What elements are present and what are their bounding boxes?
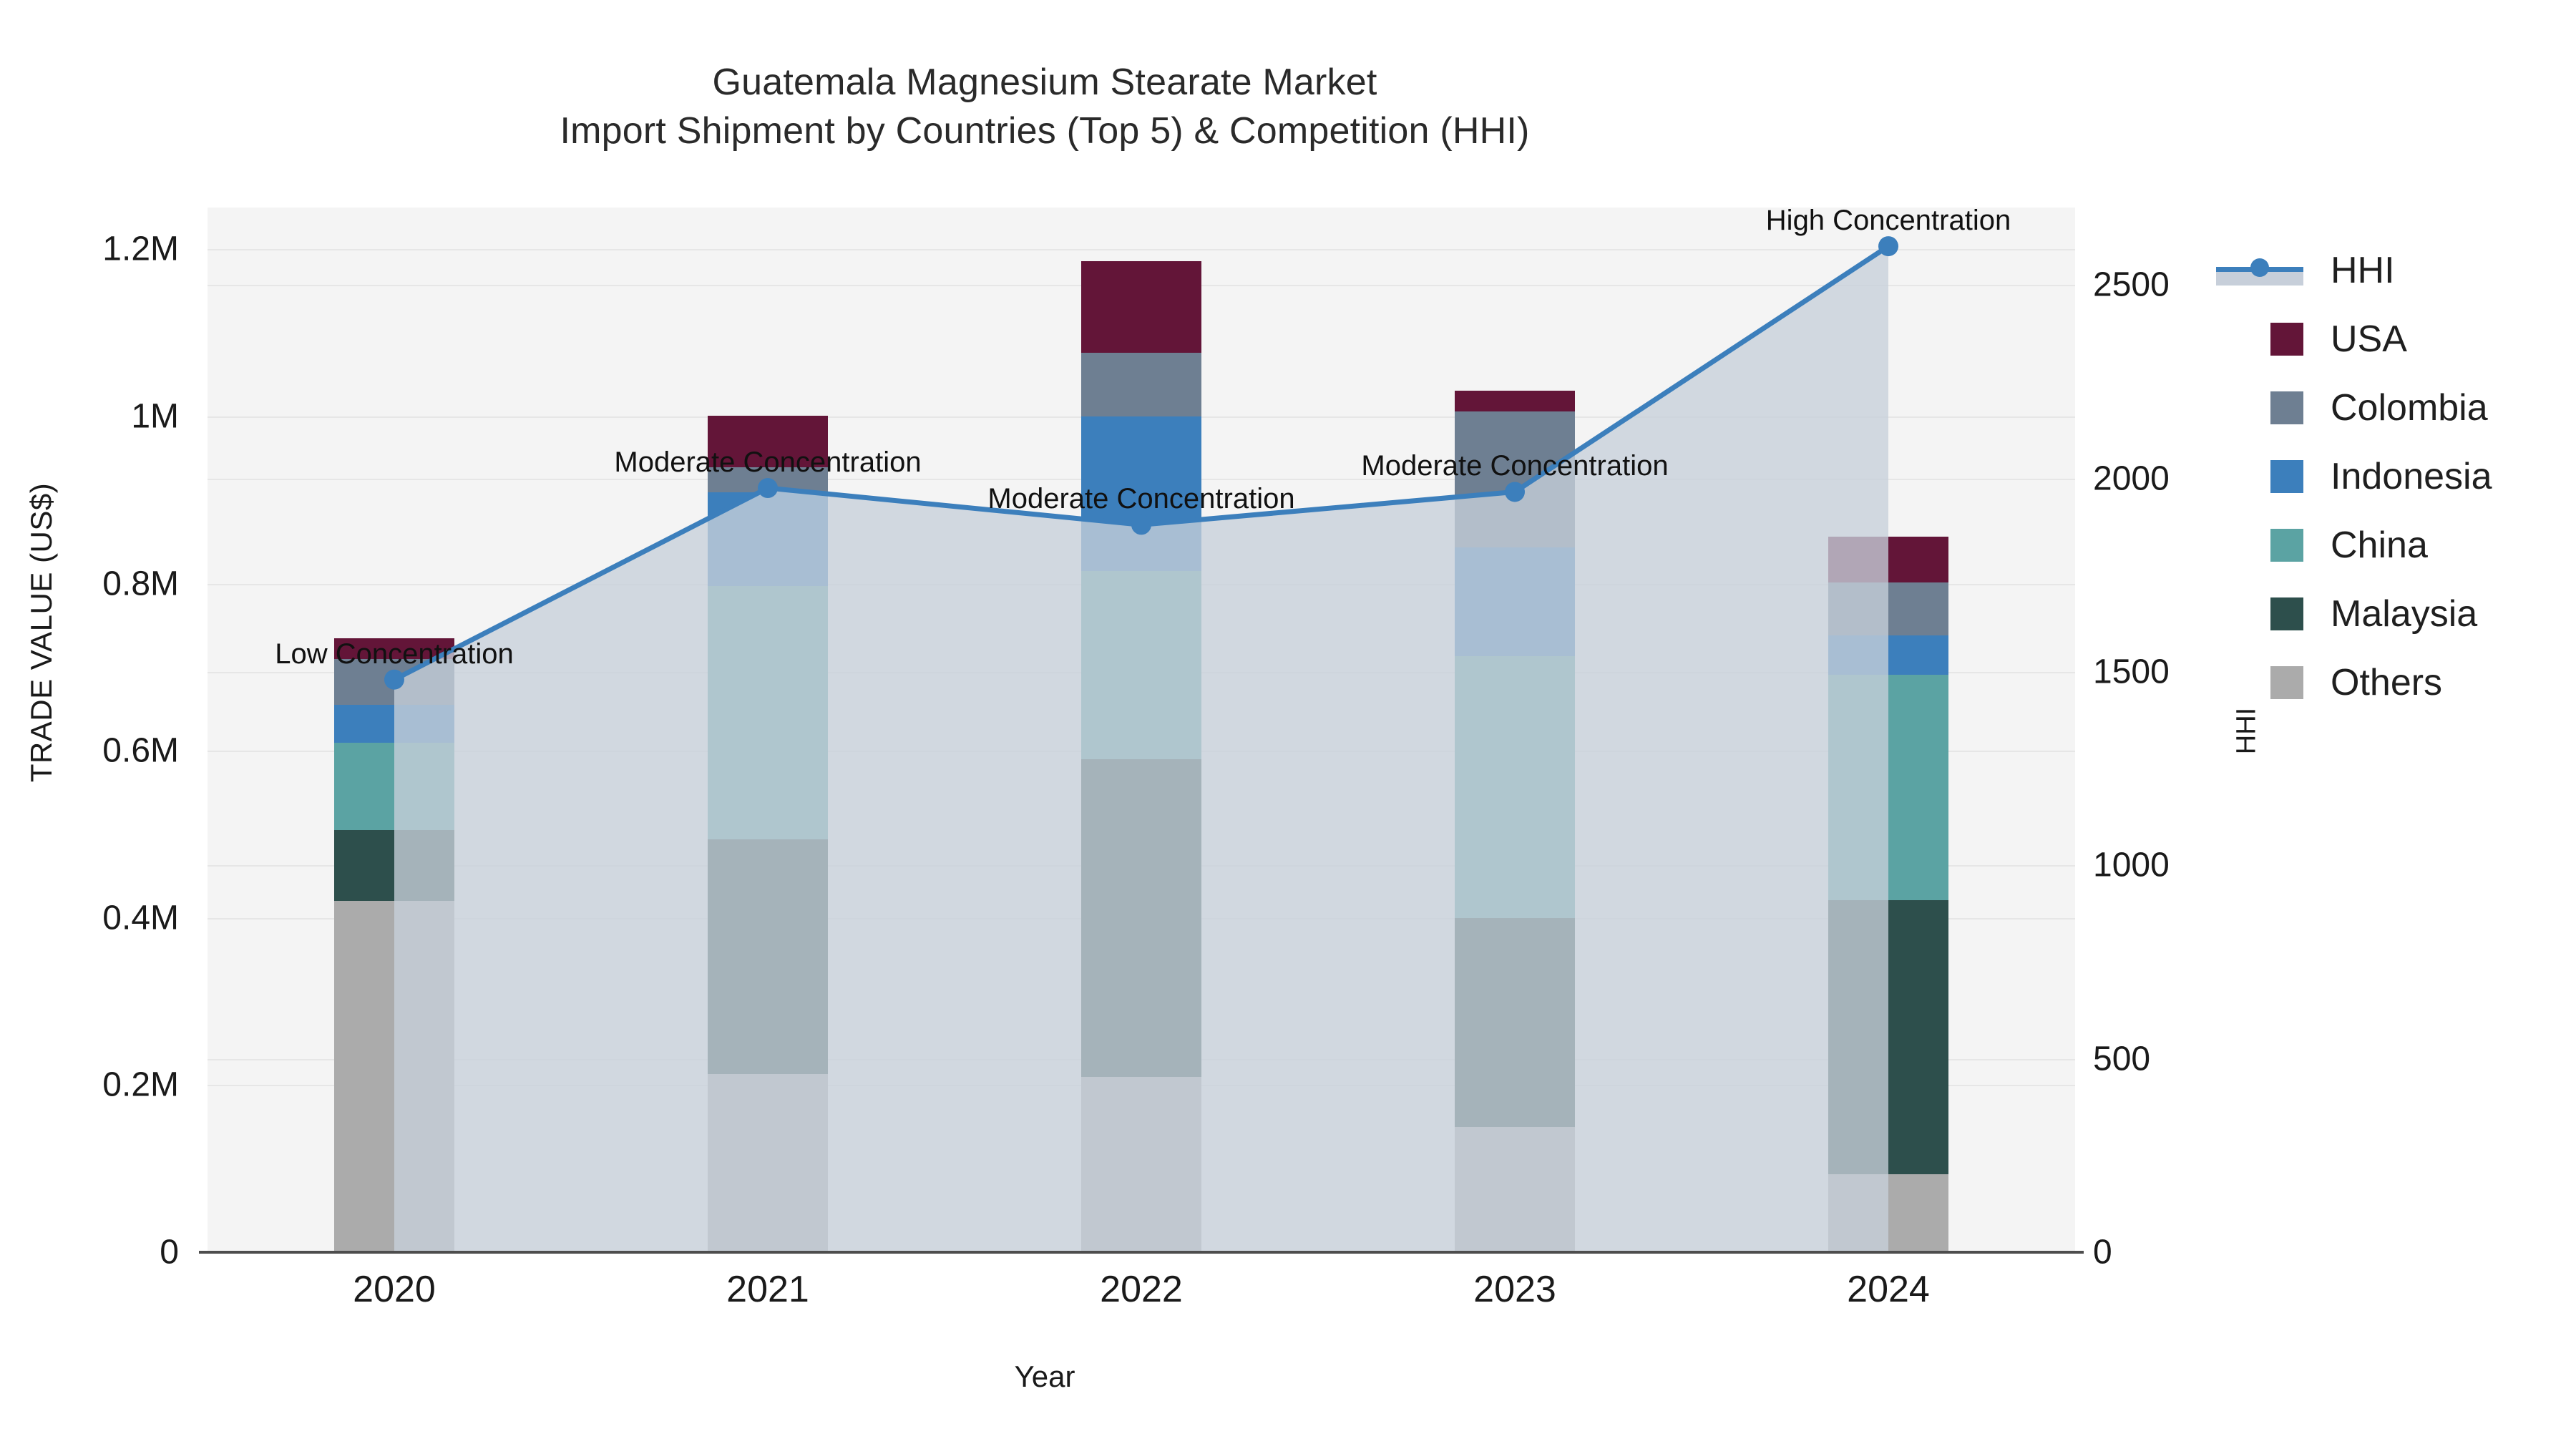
legend-item-china[interactable]: China: [2243, 511, 2558, 580]
y-axis-left-tick: 1M: [131, 397, 179, 436]
y-axis-right-tick: 2500: [2093, 265, 2170, 304]
legend-color-swatch: [2270, 391, 2303, 424]
x-axis-tick: 2022: [1100, 1269, 1183, 1310]
title-line-2: Import Shipment by Countries (Top 5) & C…: [560, 109, 1530, 152]
bar-segment-others[interactable]: [1081, 1076, 1201, 1252]
annotation-label: Low Concentration: [275, 638, 514, 670]
legend-item-indonesia[interactable]: Indonesia: [2243, 442, 2558, 511]
annotation-label: High Concentration: [1765, 205, 2011, 237]
bar-segment-malaysia[interactable]: [1081, 758, 1201, 1077]
bar-segment-malaysia[interactable]: [1455, 917, 1575, 1127]
bar-segment-malaysia[interactable]: [334, 830, 454, 902]
bar-segment-china[interactable]: [1828, 674, 1948, 901]
y-axis-right-tick: 2000: [2093, 459, 2170, 498]
bar-segment-colombia[interactable]: [1081, 353, 1201, 416]
bar-stack[interactable]: [1828, 208, 1948, 1252]
y-axis-right-tick: 0: [2093, 1233, 2112, 1272]
y-axis-right-tick: 500: [2093, 1040, 2151, 1078]
annotation-label: Moderate Concentration: [987, 483, 1295, 515]
x-axis-line: [199, 1251, 2084, 1254]
legend-label: Colombia: [2331, 387, 2488, 429]
bar-stack[interactable]: [334, 208, 454, 1252]
bars-layer: [208, 208, 2075, 1252]
bar-segment-indonesia[interactable]: [708, 492, 828, 587]
y-axis-left: TRADE VALUE (US$) 0 0.2M 0.4M 0.6M 0.8M 1M 1.2…: [14, 0, 193, 1449]
y-axis-left-tick: 0.6M: [102, 731, 179, 770]
x-axis-tick: 2023: [1473, 1269, 1556, 1310]
bar-stack[interactable]: [1455, 208, 1575, 1252]
bar-segment-indonesia[interactable]: [1455, 547, 1575, 657]
bar-segment-others[interactable]: [1828, 1174, 1948, 1252]
legend-label: Indonesia: [2331, 456, 2492, 497]
y-axis-left-tick: 0: [160, 1233, 179, 1272]
bar-segment-others[interactable]: [1455, 1126, 1575, 1252]
y-axis-right-tick: 1000: [2093, 846, 2170, 884]
legend-area-swatch: [2216, 270, 2303, 286]
annotation-label: Moderate Concentration: [614, 447, 922, 479]
bar-segment-indonesia[interactable]: [334, 704, 454, 743]
legend-label: Others: [2331, 662, 2443, 703]
bar-stack[interactable]: [708, 208, 828, 1252]
y-axis-left-tick: 0.2M: [102, 1065, 179, 1104]
legend-item-hhi[interactable]: HHI: [2216, 236, 2558, 305]
legend-color-swatch: [2270, 529, 2303, 562]
bar-stack[interactable]: [1081, 208, 1201, 1252]
bar-segment-colombia[interactable]: [1828, 582, 1948, 636]
legend-color-swatch: [2270, 323, 2303, 356]
chart-title: Guatemala Magnesium Stearate Market Impo…: [0, 59, 2089, 155]
bar-segment-china[interactable]: [708, 586, 828, 840]
title-line-1: Guatemala Magnesium Stearate Market: [712, 62, 1377, 103]
legend-item-usa[interactable]: USA: [2243, 305, 2558, 374]
bar-segment-china[interactable]: [334, 742, 454, 831]
bar-segment-others[interactable]: [334, 901, 454, 1252]
bar-segment-usa[interactable]: [1828, 537, 1948, 583]
y-axis-left-tick: 0.8M: [102, 565, 179, 603]
legend-dot-icon: [2250, 258, 2269, 277]
legend-item-colombia[interactable]: Colombia: [2243, 374, 2558, 442]
legend-label: HHI: [2331, 250, 2395, 291]
legend-label: USA: [2331, 318, 2407, 360]
bar-segment-usa[interactable]: [1455, 390, 1575, 411]
x-axis-label: Year: [1014, 1360, 1075, 1393]
x-axis-tick: 2024: [1847, 1269, 1930, 1310]
x-axis-tick: 2021: [726, 1269, 809, 1310]
bar-segment-china[interactable]: [1455, 656, 1575, 918]
bar-segment-indonesia[interactable]: [1828, 635, 1948, 675]
legend-label: Malaysia: [2331, 593, 2478, 635]
bar-segment-malaysia[interactable]: [1828, 900, 1948, 1175]
annotation-label: Moderate Concentration: [1361, 450, 1669, 482]
bar-segment-china[interactable]: [1081, 571, 1201, 759]
y-axis-left-tick: 1.2M: [102, 230, 179, 268]
legend-line-marker-icon: [2216, 254, 2303, 287]
legend-color-swatch: [2270, 460, 2303, 493]
chart-legend: HHI USA Colombia Indonesia China Malaysia Othe…: [2216, 236, 2558, 717]
legend-item-malaysia[interactable]: Malaysia: [2243, 580, 2558, 648]
legend-color-swatch: [2270, 666, 2303, 699]
legend-label: China: [2331, 525, 2428, 566]
x-axis-tick: 2020: [353, 1269, 436, 1310]
legend-color-swatch: [2270, 597, 2303, 630]
bar-segment-usa[interactable]: [1081, 260, 1201, 353]
legend-item-others[interactable]: Others: [2243, 648, 2558, 717]
y-axis-left-tick: 0.4M: [102, 899, 179, 937]
y-axis-right: 0 500 1000 1500 2000 2500: [2093, 0, 2272, 1449]
bar-segment-malaysia[interactable]: [708, 839, 828, 1075]
bar-segment-others[interactable]: [708, 1074, 828, 1252]
y-axis-right-tick: 1500: [2093, 653, 2170, 691]
